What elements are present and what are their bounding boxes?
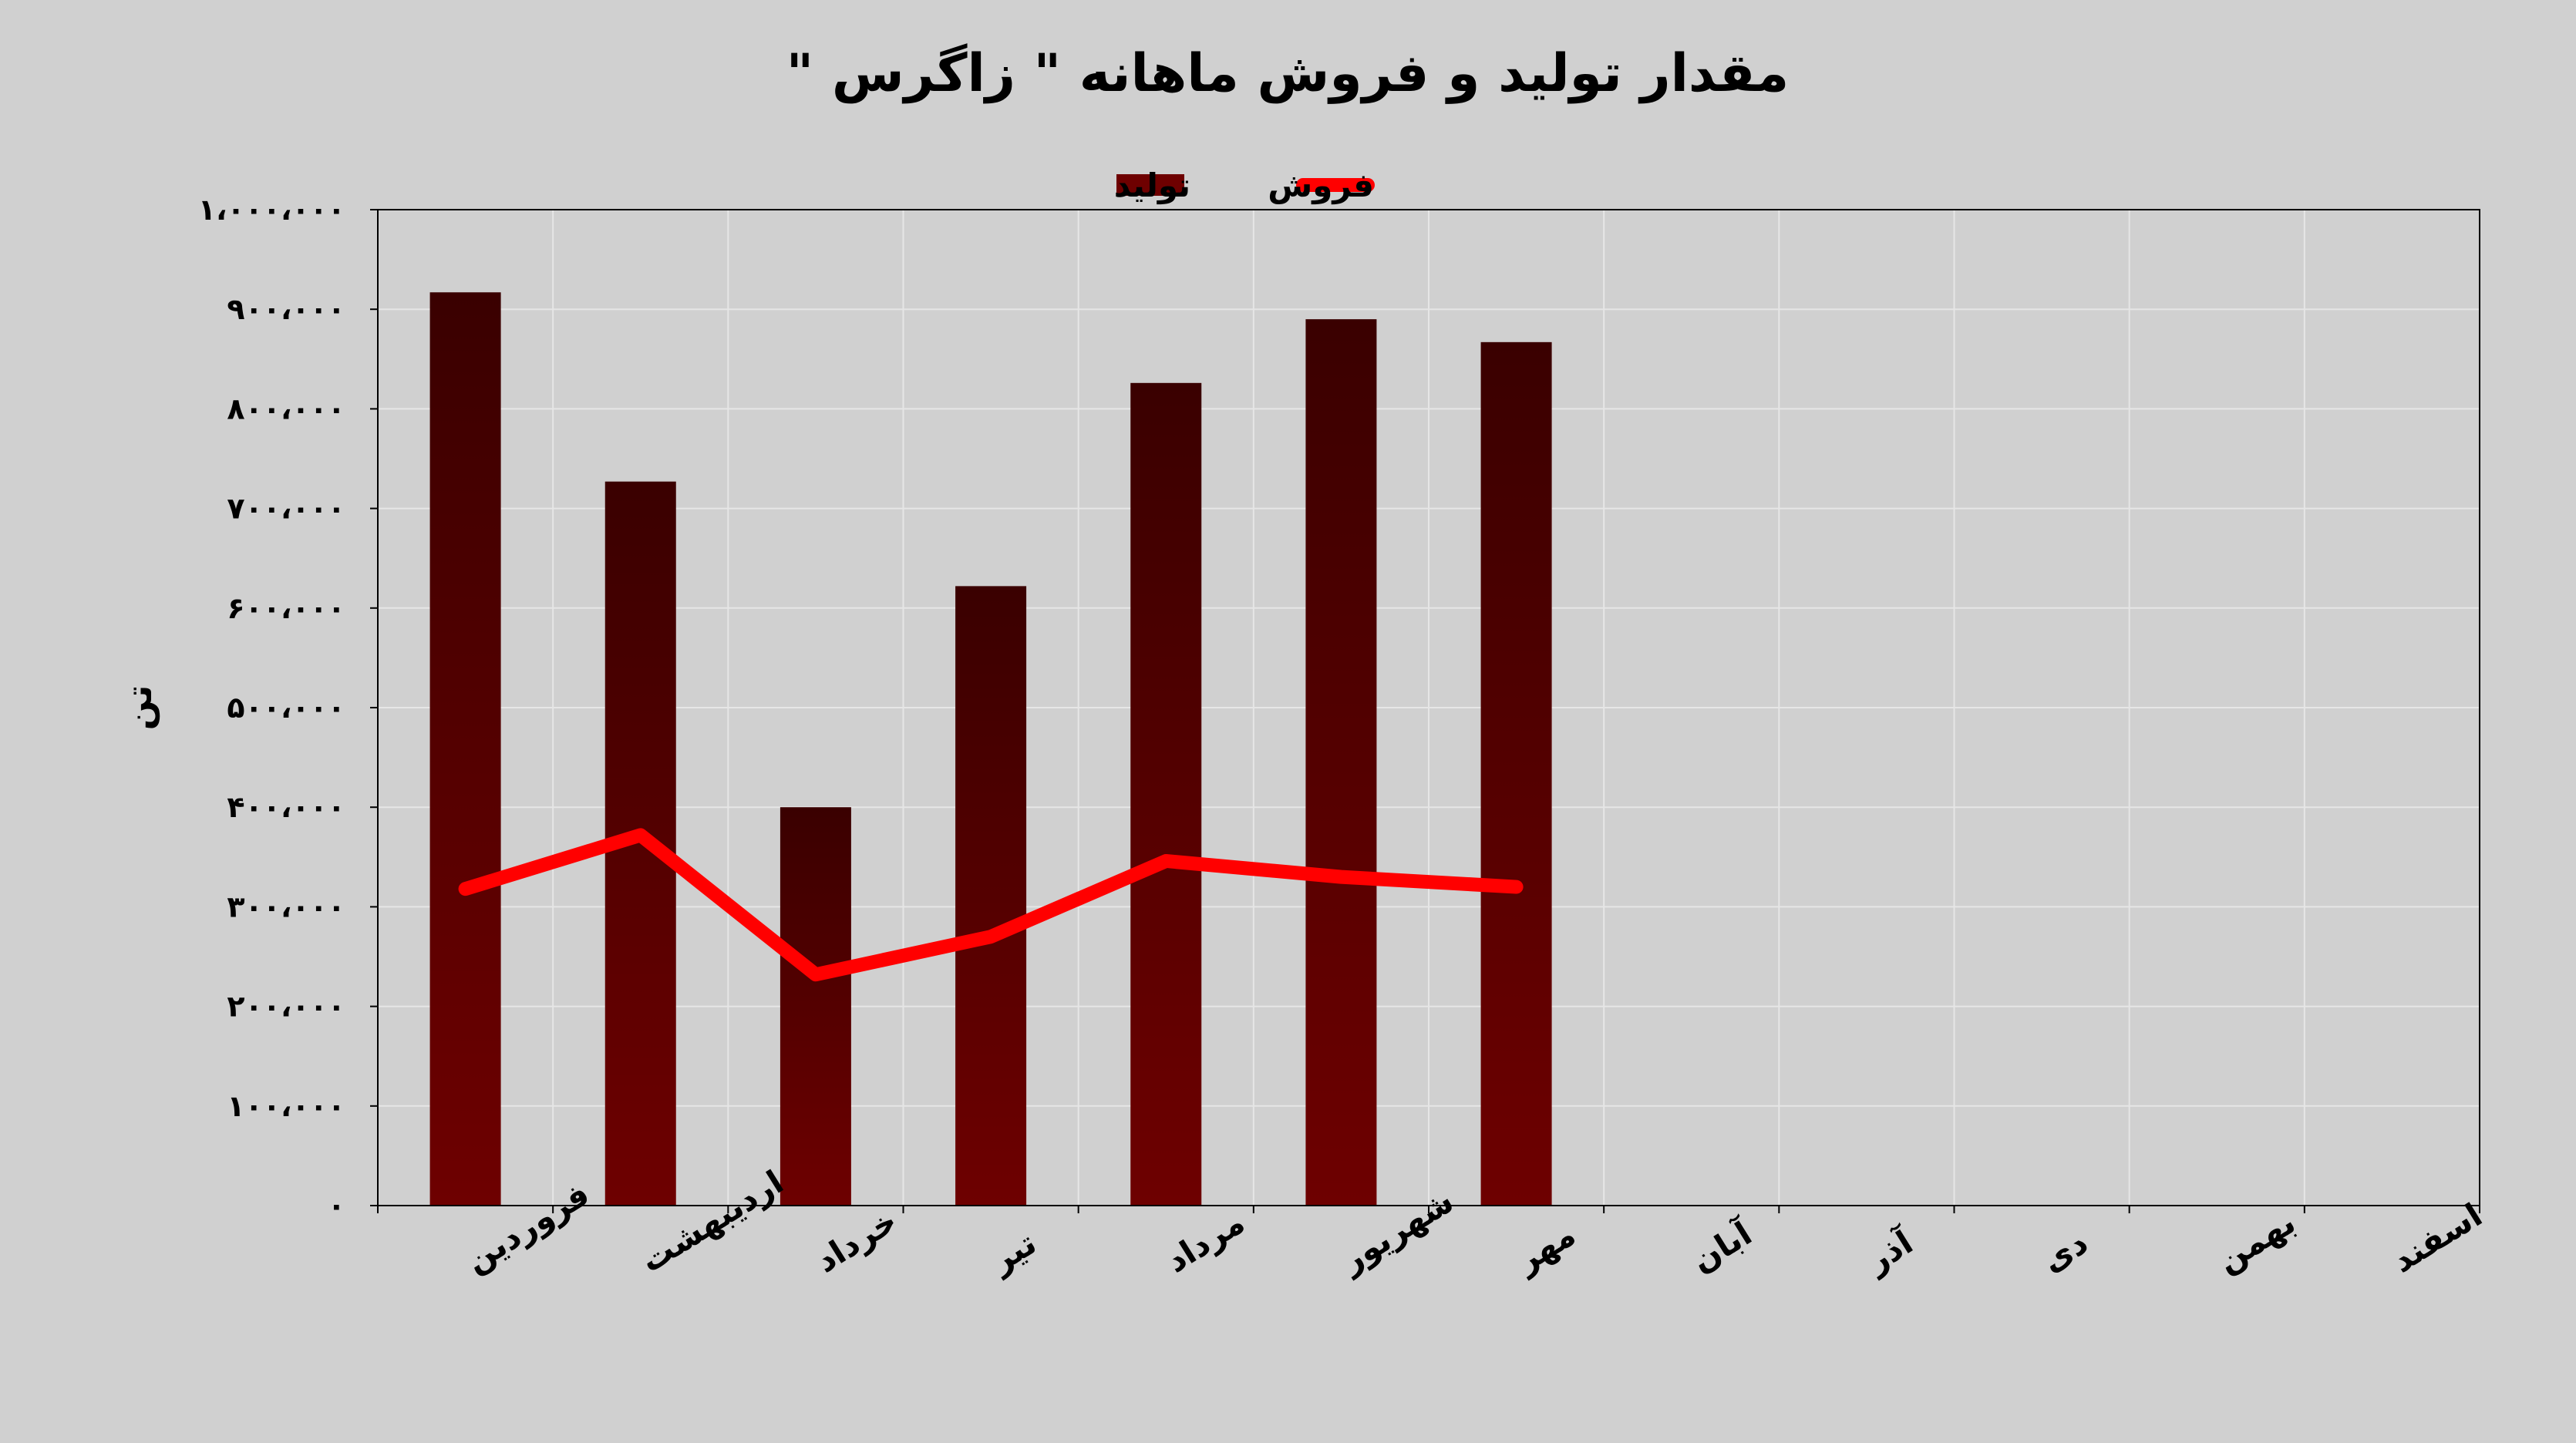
y-axis-label: تن [118, 685, 160, 731]
x-tick-label: مرداد [1160, 1203, 1251, 1281]
x-tick-label: دی [2035, 1223, 2094, 1280]
sales-line [458, 828, 1524, 982]
bar-production [1130, 382, 1202, 1206]
y-axis: ۰ ۱۰۰،۰۰۰ ۲۰۰،۰۰۰ ۳۰۰،۰۰۰ ۴۰۰،۰۰۰ ۵۰۰،۰۰۰ ۶۰۰،… [198, 193, 378, 1223]
gridlines [378, 209, 2480, 1206]
y-tick-label: ۱،۰۰۰،۰۰۰ [198, 193, 345, 227]
x-tick-label: خرداد [809, 1202, 904, 1281]
bar-production [955, 586, 1027, 1206]
bar-production [429, 292, 501, 1206]
point-sales [989, 935, 993, 939]
y-tick-label: ۷۰۰،۰۰۰ [227, 492, 345, 526]
y-tick-label: ۸۰۰،۰۰۰ [227, 392, 345, 426]
y-tick-label: ۲۰۰،۰۰۰ [227, 990, 345, 1024]
point-sales [813, 973, 817, 977]
x-axis: فروردین اردیبهشت خرداد تیر مرداد شهریور مهر آبا… [377, 1163, 2489, 1282]
point-sales [463, 887, 467, 891]
bars [429, 292, 1552, 1206]
point-sales [1164, 859, 1168, 863]
y-tick-label: ۰ [328, 1189, 345, 1223]
legend: تولید فروش [1114, 166, 1375, 205]
legend-swatch-production [1116, 174, 1184, 196]
x-tick-label: آبان [1685, 1213, 1759, 1280]
y-tick-label: ۵۰۰،۰۰۰ [227, 691, 345, 725]
x-tick-label: آذر [1858, 1222, 1921, 1280]
y-tick-label: ۹۰۰،۰۰۰ [227, 292, 345, 326]
bar-production [1480, 341, 1552, 1206]
legend-label-sales: فروش [1268, 166, 1374, 205]
chart-title: مقدار تولید و فروش ماهانه " زاگرس " [786, 43, 1790, 104]
y-tick-label: ۳۰۰،۰۰۰ [227, 890, 345, 923]
point-sales [1514, 885, 1518, 889]
y-tick-label: ۴۰۰،۰۰۰ [227, 790, 345, 824]
bar-production [780, 807, 851, 1206]
y-tick-label: ۶۰۰،۰۰۰ [227, 591, 345, 625]
y-tick-label: ۱۰۰،۰۰۰ [227, 1089, 345, 1123]
legend-label-production: تولید [1114, 166, 1190, 205]
point-sales [1339, 875, 1343, 879]
x-tick-label: تیر [983, 1224, 1043, 1282]
x-tick-label: اسفند [2386, 1196, 2489, 1280]
x-tick-label: مهر [1508, 1216, 1582, 1282]
x-tick-label: بهمن [2211, 1203, 2302, 1280]
point-sales [638, 833, 642, 837]
bar-production [1305, 319, 1377, 1206]
